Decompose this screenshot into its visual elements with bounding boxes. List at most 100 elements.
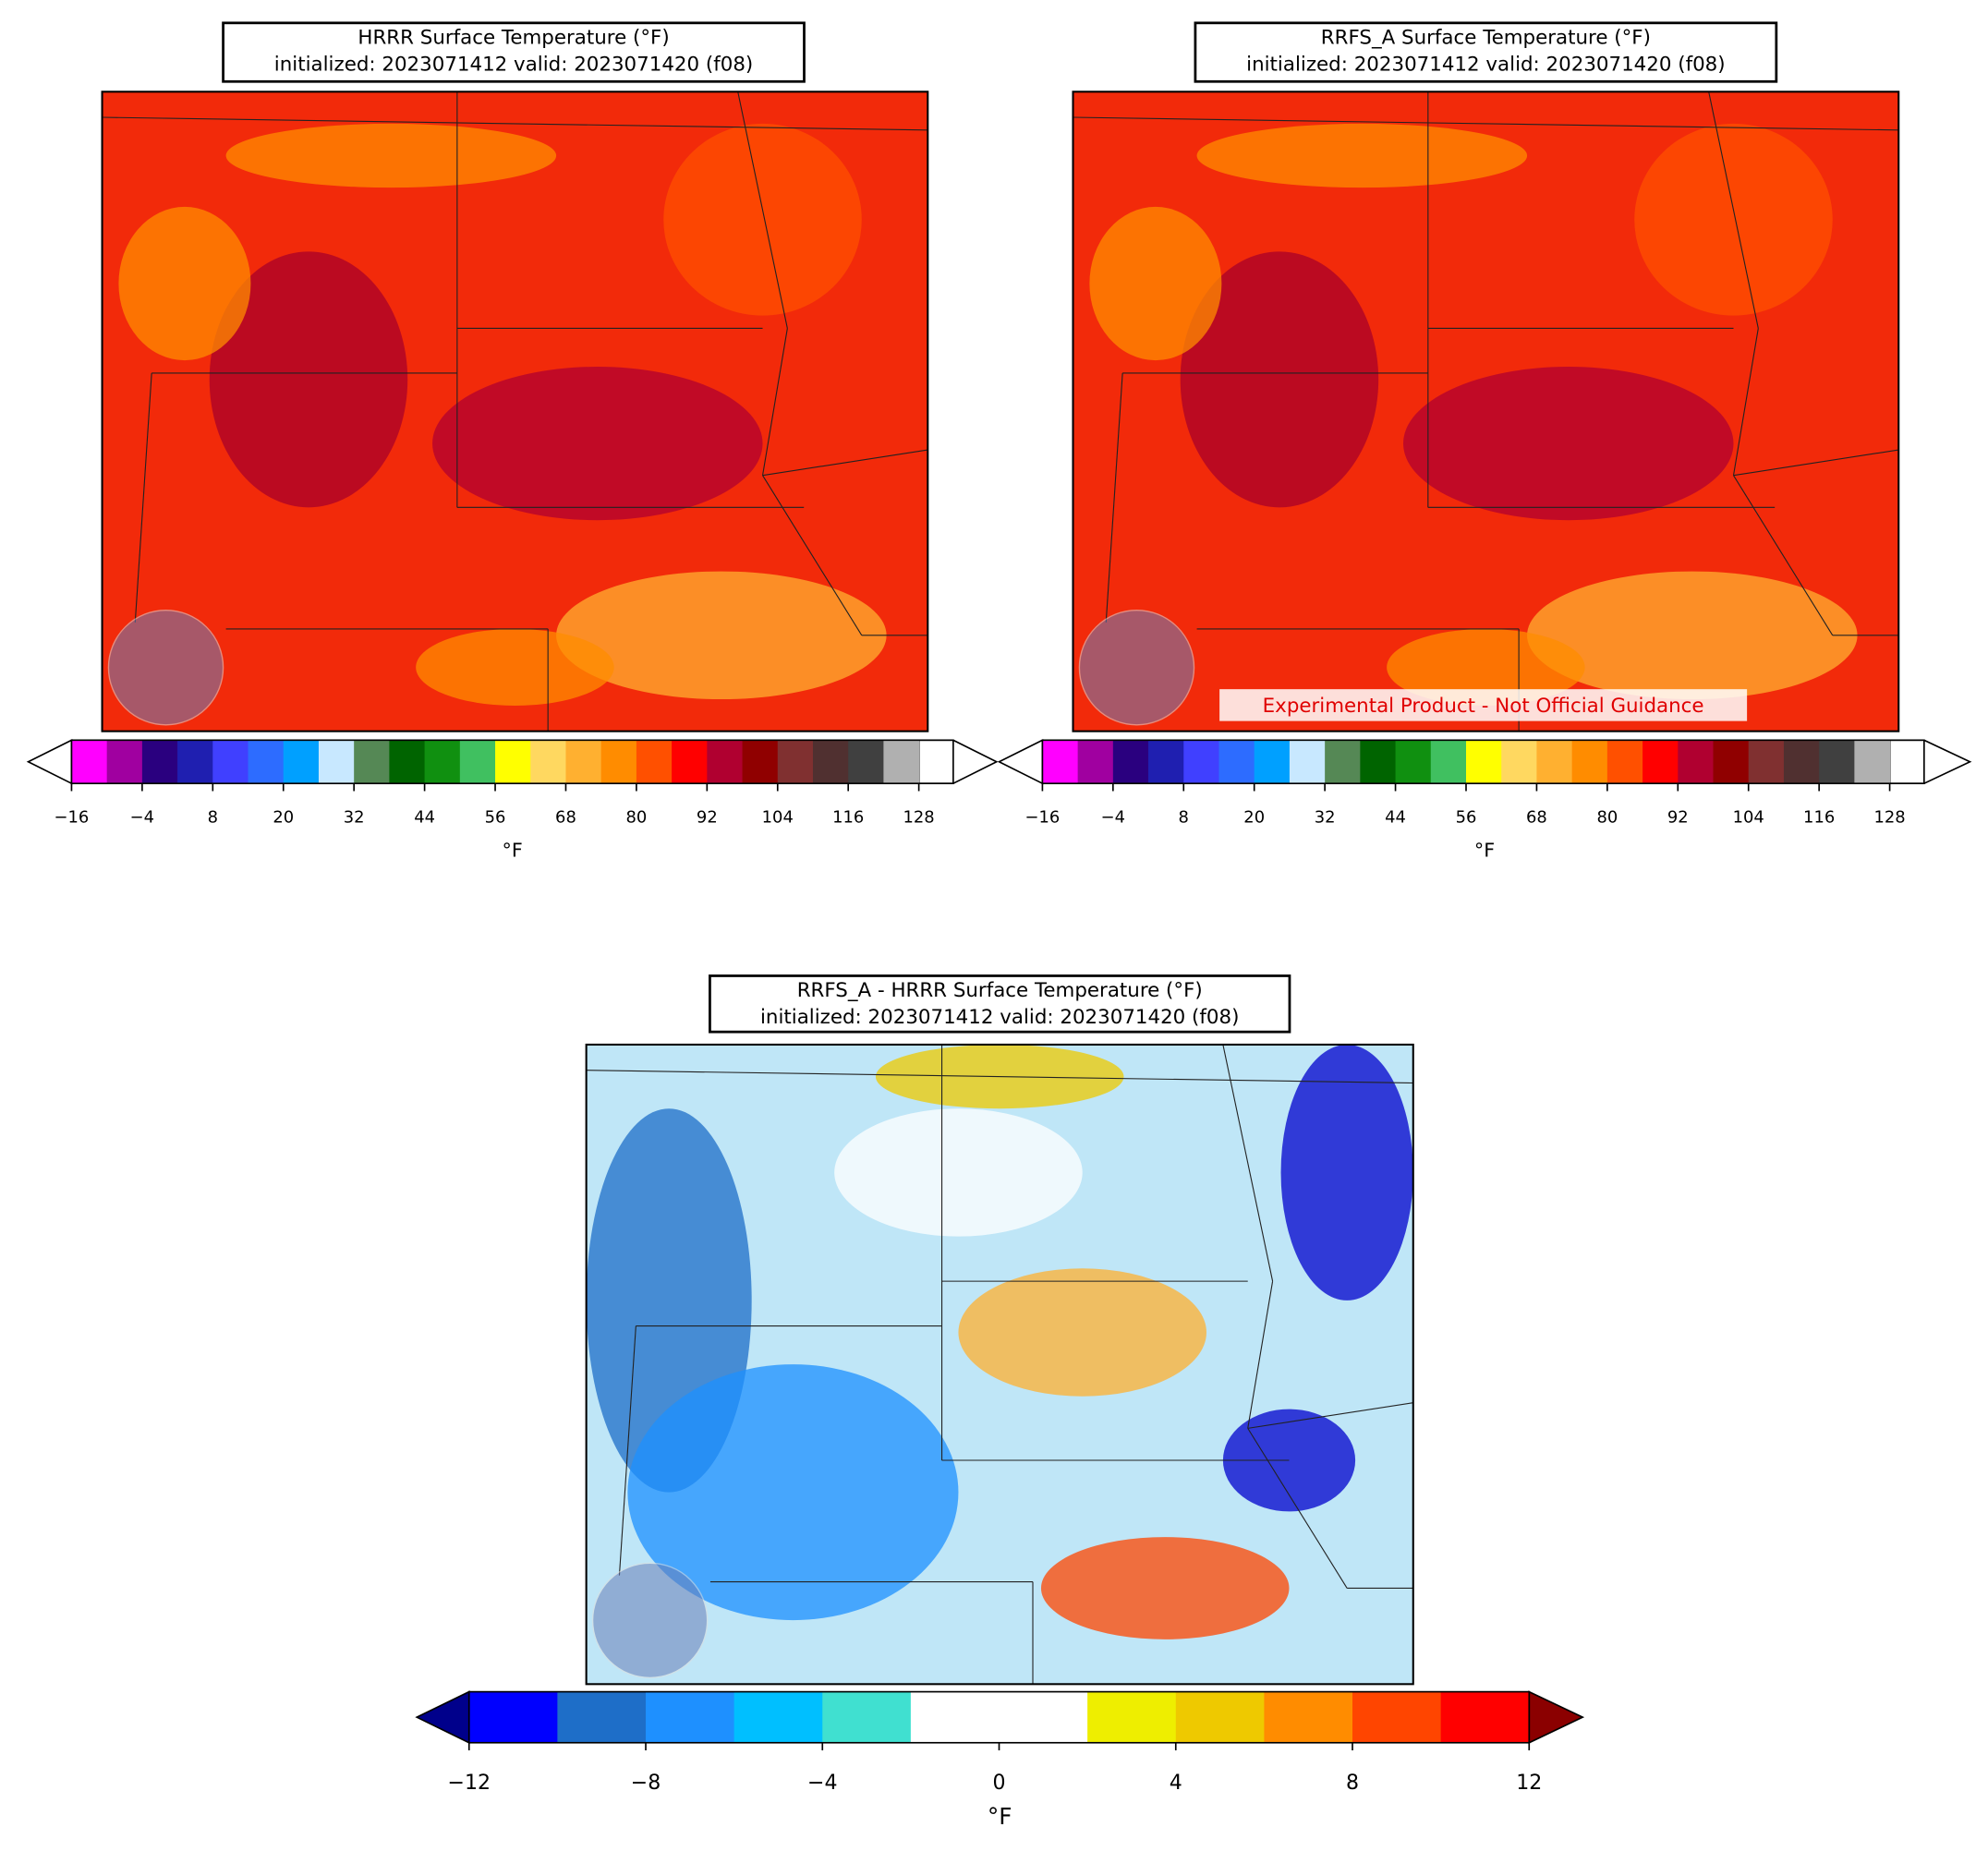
colorbar-tick-label: 32: [344, 807, 365, 827]
colorbar-segment: [1183, 740, 1219, 784]
map-patch: [1634, 123, 1833, 316]
colorbar-segment: [733, 1691, 823, 1743]
colorbar-segment: [106, 740, 143, 784]
colorbar-segment: [565, 740, 602, 784]
map-patch: [1180, 251, 1379, 508]
colorbar-tick-label: 128: [1873, 807, 1905, 827]
state-border: [586, 1070, 1413, 1084]
colorbar-segment: [1148, 740, 1184, 784]
colorbar-segment: [1112, 740, 1149, 784]
state-border: [761, 328, 788, 476]
colorbar-segment: [1325, 740, 1361, 784]
colorbar-segment: [1678, 740, 1714, 784]
annotation-box: [1219, 689, 1748, 721]
map-patch: [1222, 1409, 1356, 1512]
map-patch: [1040, 1537, 1290, 1639]
map-patch: [556, 571, 887, 700]
colorbar-segment: [1643, 740, 1679, 784]
colorbar-label: °F: [988, 1803, 1012, 1830]
map-patch: [1089, 206, 1222, 361]
colorbar-segment: [636, 740, 673, 784]
colorbar-tick-label: 104: [762, 807, 794, 827]
state-border: [1105, 372, 1123, 623]
map-patch: [225, 123, 557, 188]
colorbar-segment: [1783, 740, 1820, 784]
colorbar-segment: [822, 1691, 912, 1743]
colorbar-tick-label: 8: [1179, 807, 1189, 827]
colorbar-tick-label: 44: [414, 807, 435, 827]
colorbar-segment: [777, 740, 814, 784]
colorbar-tick-label: 80: [626, 807, 648, 827]
colorbar-segment: [1536, 740, 1573, 784]
colorbar-segment: [1395, 740, 1432, 784]
colorbar-segment: [1077, 740, 1114, 784]
noaa-logo: [591, 1562, 709, 1679]
map-patch: [1403, 367, 1734, 521]
colorbar-tick-label: 92: [697, 807, 718, 827]
panel-title: initialized: 2023071412 valid: 202307142…: [1246, 53, 1725, 76]
colorbar-tick-label: 8: [1346, 1772, 1359, 1795]
panel-title: RRFS_A Surface Temperature (°F): [1321, 26, 1651, 49]
state-border: [762, 449, 928, 477]
colorbar-segment: [495, 740, 531, 784]
colorbar-segment: [707, 740, 743, 784]
colorbar-segment: [1218, 740, 1255, 784]
colorbar-extend-low: [415, 1690, 470, 1745]
colorbar-tick-label: 8: [208, 807, 218, 827]
colorbar-segment: [354, 740, 390, 784]
map-patch: [432, 367, 763, 521]
map-patch: [209, 251, 408, 508]
map-patch: [663, 123, 862, 316]
colorbar-segment: [459, 740, 496, 784]
colorbar-segment: [1819, 740, 1855, 784]
colorbar-extend-low: [26, 738, 73, 785]
colorbar-tick-label: −4: [1101, 807, 1125, 827]
colorbar-segment: [557, 1691, 647, 1743]
colorbar-segment: [848, 740, 884, 784]
colorbar-segment: [1254, 740, 1291, 784]
colorbar-segment: [999, 1691, 1088, 1743]
colorbar-tick-label: 20: [273, 807, 294, 827]
panel-title: initialized: 2023071412 valid: 202307142…: [274, 53, 753, 76]
colorbar-segment: [812, 740, 849, 784]
colorbar-segment: [248, 740, 285, 784]
map-patch: [627, 1364, 959, 1621]
map-patch: [1387, 628, 1585, 706]
colorbar-tick-label: 44: [1385, 807, 1406, 827]
colorbar-segment: [883, 740, 920, 784]
state-border: [1222, 1044, 1274, 1282]
panel-title: initialized: 2023071412 valid: 202307142…: [760, 1006, 1239, 1029]
colorbar-segment: [318, 740, 355, 784]
colorbar-segment: [1360, 740, 1396, 784]
map-patch: [1527, 571, 1858, 700]
colorbar-tick-label: 12: [1516, 1772, 1542, 1795]
colorbar-segment: [742, 740, 779, 784]
map-panel: [585, 1043, 1414, 1686]
state-border: [618, 1325, 636, 1576]
state-border: [1247, 1402, 1413, 1429]
colorbar-segment: [1501, 740, 1537, 784]
state-border: [1732, 328, 1759, 476]
colorbar-tick-label: 20: [1243, 807, 1265, 827]
colorbar-segment: [530, 740, 566, 784]
colorbar-segment: [177, 740, 213, 784]
title-box: [709, 974, 1291, 1034]
colorbar-tick-label: 56: [485, 807, 506, 827]
colorbar-segment: [71, 740, 108, 784]
colorbar-label: °F: [503, 839, 523, 861]
map-panel: [101, 91, 929, 732]
colorbar-segment: [283, 740, 320, 784]
colorbar-tick-label: 80: [1596, 807, 1618, 827]
colorbar-tick-label: 92: [1667, 807, 1689, 827]
colorbar-extend-high: [1528, 1690, 1585, 1745]
colorbar-tick-label: 116: [832, 807, 864, 827]
state-border: [1073, 116, 1899, 131]
colorbar-segment: [1264, 1691, 1353, 1743]
colorbar-segment: [1352, 1691, 1442, 1743]
colorbar-segment: [910, 1691, 1000, 1743]
colorbar-segment: [424, 740, 461, 784]
colorbar-segment: [1042, 740, 1079, 784]
map-patch: [834, 1108, 1083, 1237]
state-border: [102, 116, 928, 131]
